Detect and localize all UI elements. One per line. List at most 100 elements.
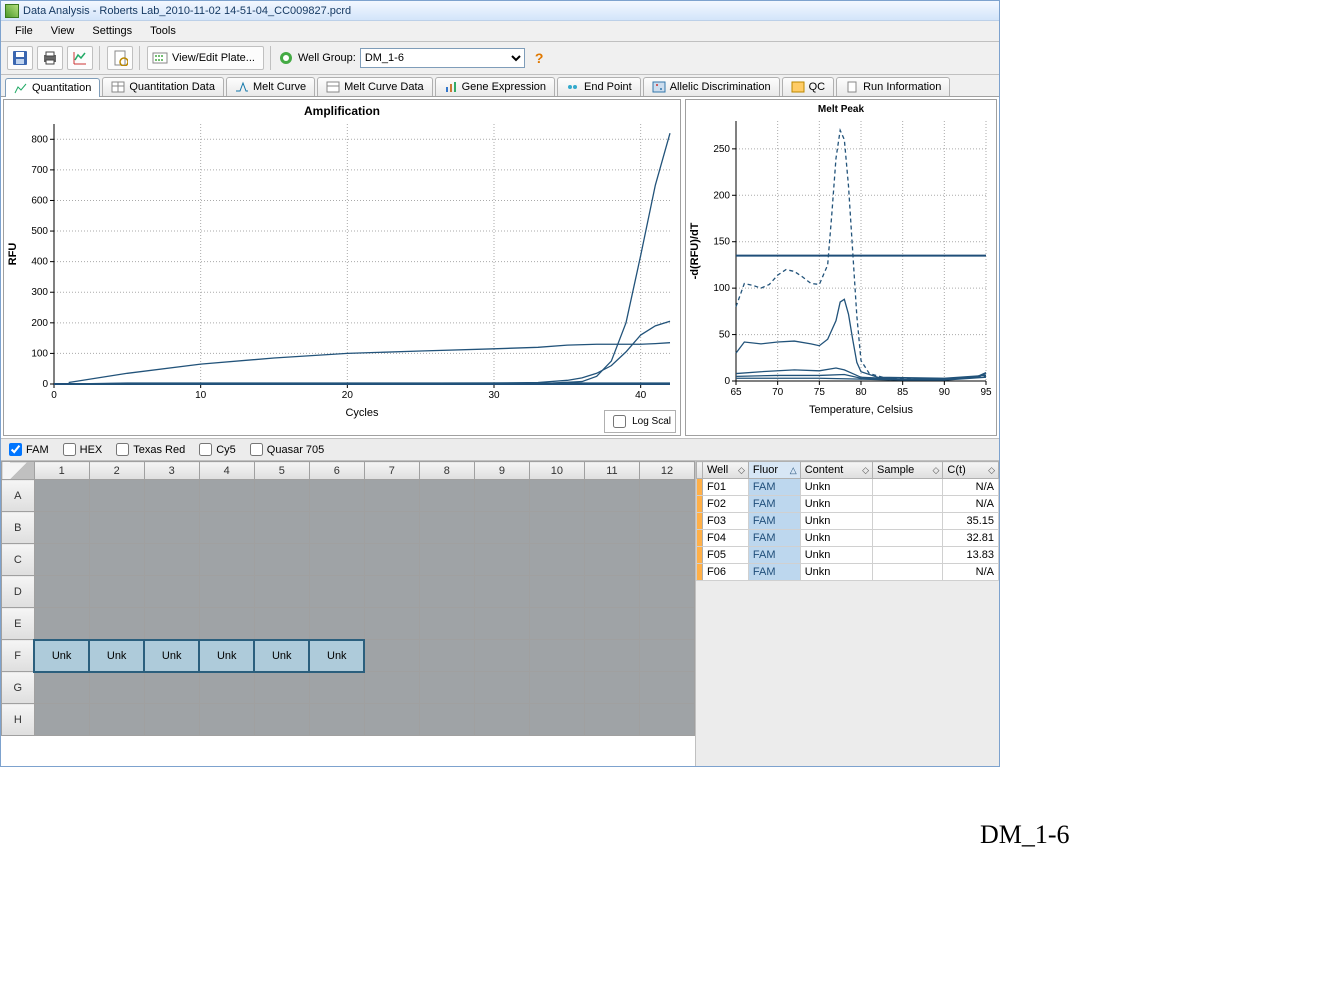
- table-row[interactable]: F06FAMUnknN/A: [697, 564, 999, 581]
- plate-well[interactable]: [364, 480, 419, 512]
- col-ct[interactable]: C(t)◇: [943, 462, 999, 479]
- plate-well[interactable]: [34, 512, 89, 544]
- plate-well[interactable]: [144, 512, 199, 544]
- plate-well[interactable]: [89, 608, 144, 640]
- table-row[interactable]: F01FAMUnknN/A: [697, 479, 999, 496]
- menu-file[interactable]: File: [7, 23, 41, 39]
- tab-quantitation[interactable]: Quantitation: [5, 78, 100, 97]
- plate-well[interactable]: [254, 544, 309, 576]
- help-button[interactable]: ?: [535, 50, 544, 66]
- plate-well[interactable]: [34, 544, 89, 576]
- tab-end-point[interactable]: End Point: [557, 77, 641, 96]
- print-button[interactable]: [37, 46, 63, 70]
- table-row[interactable]: F05FAMUnkn13.83: [697, 547, 999, 564]
- plate-row-header[interactable]: F: [2, 640, 35, 672]
- view-edit-plate-button[interactable]: View/Edit Plate...: [147, 46, 264, 70]
- plate-well[interactable]: [89, 704, 144, 736]
- plate-well[interactable]: [419, 512, 474, 544]
- plate-well[interactable]: [34, 480, 89, 512]
- plate-well[interactable]: [254, 672, 309, 704]
- fluor-checkbox[interactable]: [116, 443, 129, 456]
- plate-well[interactable]: [34, 576, 89, 608]
- data-table[interactable]: Well◇Fluor△Content◇Sample◇C(t)◇F01FAMUnk…: [696, 461, 999, 581]
- plate-well[interactable]: [529, 544, 584, 576]
- plate-well[interactable]: [89, 512, 144, 544]
- plate-well[interactable]: [419, 704, 474, 736]
- plate-well[interactable]: [144, 544, 199, 576]
- fluor-checkbox[interactable]: [9, 443, 22, 456]
- plate-col-header[interactable]: 5: [254, 462, 309, 480]
- plate-well[interactable]: [474, 704, 529, 736]
- menu-settings[interactable]: Settings: [84, 23, 140, 39]
- plate-col-header[interactable]: 12: [639, 462, 694, 480]
- plate-well[interactable]: [584, 576, 639, 608]
- well-group-select[interactable]: DM_1-6: [360, 48, 525, 68]
- plate-well[interactable]: [254, 480, 309, 512]
- plate-well[interactable]: [144, 672, 199, 704]
- tab-allelic[interactable]: Allelic Discrimination: [643, 77, 780, 96]
- plate-well[interactable]: [89, 576, 144, 608]
- plate-col-header[interactable]: 1: [34, 462, 89, 480]
- fluor-texas-red[interactable]: Texas Red: [116, 443, 185, 456]
- plate-well[interactable]: [144, 608, 199, 640]
- plate-well[interactable]: [34, 704, 89, 736]
- plate-row-header[interactable]: H: [2, 704, 35, 736]
- plate-well[interactable]: [309, 608, 364, 640]
- plate-row-header[interactable]: D: [2, 576, 35, 608]
- plate-well[interactable]: [144, 480, 199, 512]
- plate-col-header[interactable]: 6: [309, 462, 364, 480]
- table-row[interactable]: F02FAMUnknN/A: [697, 496, 999, 513]
- plate-col-header[interactable]: 7: [364, 462, 419, 480]
- log-scale-input[interactable]: [613, 415, 626, 428]
- plate-well[interactable]: [639, 512, 694, 544]
- plate-well[interactable]: [639, 608, 694, 640]
- plate-well[interactable]: [529, 672, 584, 704]
- plate-well[interactable]: [474, 576, 529, 608]
- plate-well[interactable]: Unk: [199, 640, 254, 672]
- save-button[interactable]: [7, 46, 33, 70]
- tab-melt-curve-data[interactable]: Melt Curve Data: [317, 77, 432, 96]
- plate-col-header[interactable]: 10: [529, 462, 584, 480]
- plate-well[interactable]: [584, 480, 639, 512]
- plate-well[interactable]: [309, 544, 364, 576]
- chart-tool-button[interactable]: [67, 46, 93, 70]
- plate-well[interactable]: [34, 608, 89, 640]
- plate-well[interactable]: [309, 672, 364, 704]
- plate-well[interactable]: [199, 512, 254, 544]
- plate-well[interactable]: [254, 512, 309, 544]
- plate-well[interactable]: [474, 608, 529, 640]
- plate-well[interactable]: [89, 672, 144, 704]
- plate-well[interactable]: [364, 512, 419, 544]
- plate-well[interactable]: [364, 608, 419, 640]
- plate-well[interactable]: [584, 704, 639, 736]
- fluor-hex[interactable]: HEX: [63, 443, 103, 456]
- plate-well[interactable]: Unk: [89, 640, 144, 672]
- plate-col-header[interactable]: 9: [474, 462, 529, 480]
- plate-well[interactable]: Unk: [309, 640, 364, 672]
- plate-well[interactable]: [199, 608, 254, 640]
- plate-well[interactable]: [199, 672, 254, 704]
- fluor-quasar705[interactable]: Quasar 705: [250, 443, 324, 456]
- tab-gene-expression[interactable]: Gene Expression: [435, 77, 555, 96]
- plate-well[interactable]: [34, 672, 89, 704]
- plate-well[interactable]: [199, 544, 254, 576]
- fluor-checkbox[interactable]: [250, 443, 263, 456]
- plate-well[interactable]: [474, 672, 529, 704]
- plate-well[interactable]: [474, 512, 529, 544]
- plate-well[interactable]: [364, 544, 419, 576]
- plate-well[interactable]: [639, 480, 694, 512]
- plate-well[interactable]: [254, 576, 309, 608]
- plate-col-header[interactable]: 4: [199, 462, 254, 480]
- plate-well[interactable]: [364, 704, 419, 736]
- plate-col-header[interactable]: 11: [584, 462, 639, 480]
- plate-well[interactable]: [309, 704, 364, 736]
- plate-col-header[interactable]: 2: [89, 462, 144, 480]
- plate-well[interactable]: [419, 640, 474, 672]
- table-row[interactable]: F04FAMUnkn32.81: [697, 530, 999, 547]
- plate-well[interactable]: [584, 672, 639, 704]
- tab-run-info[interactable]: Run Information: [836, 77, 950, 96]
- plate-well[interactable]: [254, 704, 309, 736]
- tab-quantitation-data[interactable]: Quantitation Data: [102, 77, 224, 96]
- plate-row-header[interactable]: E: [2, 608, 35, 640]
- tab-qc[interactable]: QC: [782, 77, 835, 96]
